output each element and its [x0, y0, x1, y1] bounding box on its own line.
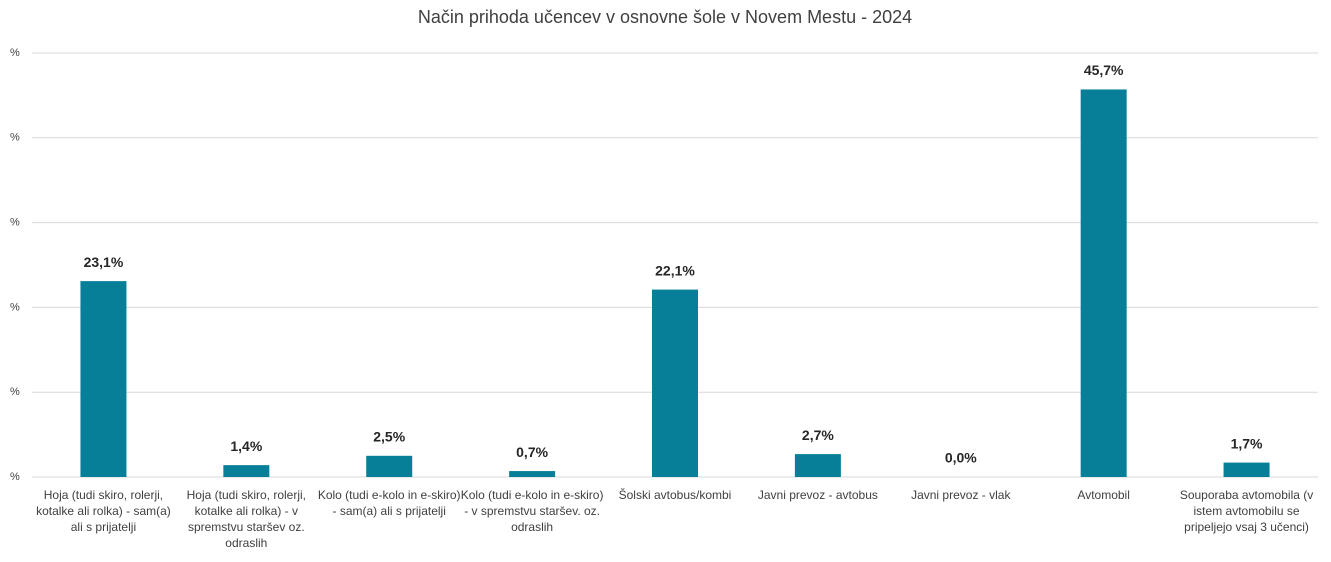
y-tick-label: %: [10, 132, 20, 144]
x-tick-label: Kolo (tudi e-kolo in e-skiro) - sam(a) a…: [317, 488, 461, 518]
x-tick-label-box: Javni prevoz - vlak: [911, 488, 1011, 502]
bar: [1223, 462, 1270, 477]
x-tick-label: Javni prevoz - vlak: [911, 488, 1011, 502]
x-tick-label: Souporaba avtomobila (v istem avtomobilu…: [1179, 488, 1314, 534]
x-tick-label-box: Kolo (tudi e-kolo in e-skiro) - v sprems…: [460, 488, 604, 534]
bar: [223, 465, 270, 477]
x-tick-label: Šolski avtobus/kombi: [618, 488, 732, 502]
data-label: 2,5%: [373, 429, 405, 445]
x-tick-label-box: Hoja (tudi skiro, rolerji, kotalke ali r…: [186, 488, 306, 550]
x-tick-label-box: Javni prevoz - avtobus: [757, 488, 878, 502]
data-label: 22,1%: [655, 262, 695, 278]
x-tick-label: Kolo (tudi e-kolo in e-skiro) - v sprems…: [460, 488, 604, 534]
bar: [509, 471, 556, 477]
x-tick-label-box: Kolo (tudi e-kolo in e-skiro) - sam(a) a…: [317, 488, 461, 518]
data-label: 23,1%: [84, 254, 124, 270]
bar: [794, 454, 841, 477]
x-tick-label: Hoja (tudi skiro, rolerji, kotalke ali r…: [36, 488, 171, 534]
x-tick-label: Hoja (tudi skiro, rolerji, kotalke ali r…: [186, 488, 306, 550]
bar: [652, 289, 698, 477]
y-tick-label: %: [10, 47, 20, 59]
x-tick-label: Javni prevoz - avtobus: [757, 488, 878, 502]
x-tick-label: Avtomobil: [1077, 488, 1130, 502]
data-label: 0,0%: [945, 450, 977, 466]
x-tick-label-box: Šolski avtobus/kombi: [618, 488, 732, 502]
y-tick-label: %: [10, 301, 20, 313]
data-label: 1,4%: [230, 438, 262, 454]
y-tick-label: %: [10, 217, 20, 229]
data-label: 0,7%: [516, 444, 548, 460]
bar: [80, 281, 127, 477]
bar: [1080, 89, 1127, 478]
bar: [366, 455, 413, 477]
chart-title: Način prihoda učencev v osnovne šole v N…: [418, 7, 912, 27]
y-tick-label: %: [10, 471, 20, 483]
data-label: 1,7%: [1231, 435, 1263, 451]
x-tick-label-box: Avtomobil: [1077, 488, 1130, 502]
data-label: 45,7%: [1084, 62, 1124, 78]
y-tick-label: %: [10, 386, 20, 398]
x-tick-label-box: Hoja (tudi skiro, rolerji, kotalke ali r…: [36, 488, 171, 534]
x-tick-label-box: Souporaba avtomobila (v istem avtomobilu…: [1179, 488, 1314, 534]
data-label: 2,7%: [802, 427, 834, 443]
